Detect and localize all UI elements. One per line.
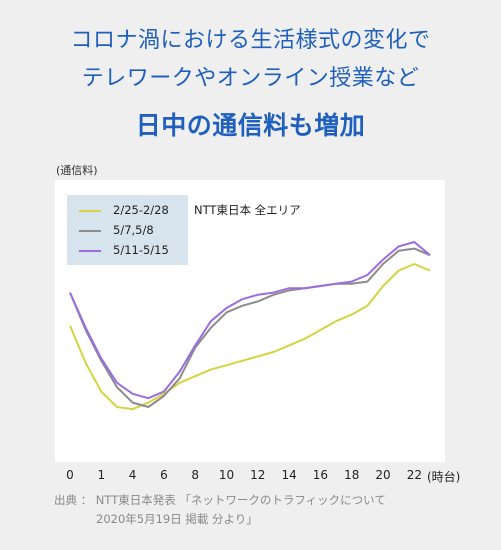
legend-swatch: [79, 250, 101, 252]
headline-line-3: 日中の通信料も増加: [135, 111, 366, 140]
legend: 2/25-2/28 5/7,5/8 5/11-5/15: [67, 195, 188, 265]
source-note-line-2: 2020年5月19日 掲載 分より」: [96, 512, 258, 526]
legend-label: 5/11-5/15: [113, 243, 169, 257]
x-tick-label: 22: [406, 468, 422, 482]
chart-annotation: NTT東日本 全エリア: [194, 203, 301, 217]
x-tick-label: 10: [218, 468, 235, 482]
x-tick-label: 4: [128, 468, 137, 482]
x-tick-label: 16: [312, 468, 329, 482]
legend-label: 5/7,5/8: [113, 223, 154, 237]
y-axis-label: (通信料): [56, 164, 98, 177]
legend-label: 2/25-2/28: [113, 203, 169, 217]
x-tick-label: 0: [66, 468, 74, 482]
x-tick-label: 18: [344, 468, 360, 482]
x-tick-label: 8: [191, 468, 200, 482]
line-chart: [69, 241, 431, 411]
headline-line-1: コロナ渦における生活様式の変化で: [70, 28, 431, 53]
x-tick-label: 14: [281, 468, 297, 482]
x-tick-label: 12: [250, 468, 266, 482]
series-line-3: [69, 241, 431, 400]
x-tick-label: 6: [160, 468, 168, 482]
legend-swatch: [79, 230, 101, 232]
headline-line-2: テレワークやオンライン授業など: [81, 66, 420, 91]
series-line-2: [69, 247, 431, 408]
source-note-line-1: 出典 ： NTT東日本発表 「ネットワークのトラフィックについて: [54, 493, 386, 507]
x-tick-label: 20: [375, 468, 391, 482]
x-tick-label: 1: [97, 468, 106, 482]
x-axis-label: (時台): [427, 470, 461, 484]
series-line-1: [69, 263, 431, 411]
legend-swatch: [79, 210, 101, 212]
